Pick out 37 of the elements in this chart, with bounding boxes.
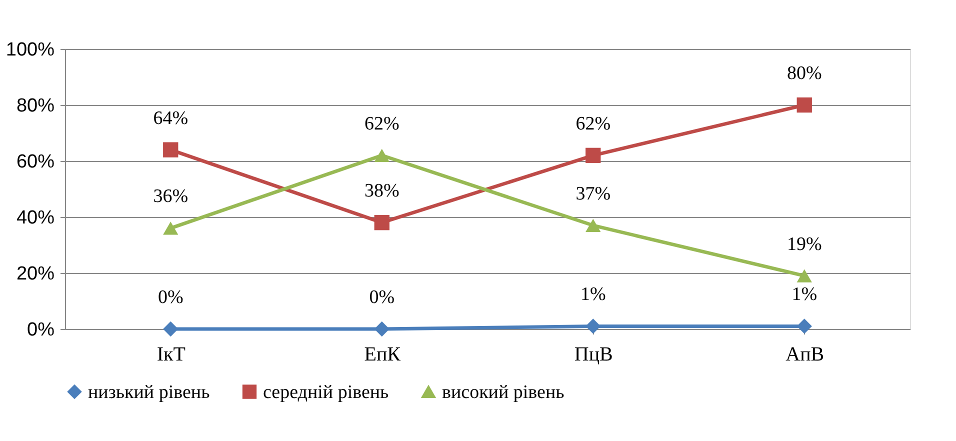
data-label: 38% <box>364 180 400 202</box>
data-label: 62% <box>576 113 611 134</box>
data-label: 0% <box>369 287 395 308</box>
point <box>374 148 390 162</box>
point <box>374 215 390 230</box>
point <box>163 222 178 235</box>
y-tick-label: 60% <box>16 152 55 172</box>
data-label: 37% <box>576 183 611 204</box>
point <box>796 318 812 334</box>
data-label: 36% <box>153 186 188 208</box>
y-tick-label: 80% <box>16 96 55 116</box>
data-label: 62% <box>364 113 400 134</box>
point <box>586 148 601 163</box>
y-tick-label: 0% <box>27 320 55 340</box>
legend-label: низький рівень <box>88 382 210 403</box>
x-tick-label: АпВ <box>786 344 824 366</box>
x-tick-label: ІкТ <box>156 344 186 366</box>
point <box>374 321 390 337</box>
data-label: 64% <box>153 108 188 129</box>
data-label: 0% <box>158 287 184 308</box>
point <box>586 318 601 334</box>
legend-label: середній рівень <box>263 382 390 403</box>
x-tick-label: ЕпК <box>364 344 402 366</box>
legend-label: високий рівень <box>442 382 565 403</box>
data-label: 80% <box>786 63 822 84</box>
point <box>796 269 812 282</box>
data-label: 19% <box>786 234 822 255</box>
point <box>163 142 178 158</box>
y-tick-label: 40% <box>16 208 55 228</box>
data-label: 1% <box>580 284 606 306</box>
point <box>586 218 601 232</box>
y-tick-label: 20% <box>16 264 55 284</box>
point <box>796 97 812 113</box>
point <box>163 321 178 337</box>
x-tick-label: ПцВ <box>574 344 613 366</box>
y-tick-label: 100% <box>6 40 55 60</box>
data-label: 1% <box>792 284 818 306</box>
